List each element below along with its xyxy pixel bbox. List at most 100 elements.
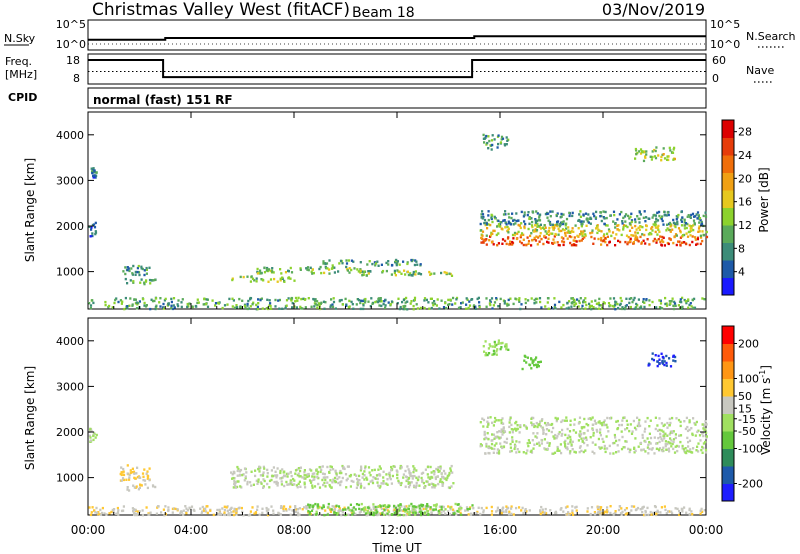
heatmap-cell — [647, 452, 650, 455]
heatmap-cell — [481, 217, 484, 220]
heatmap-cell — [367, 507, 370, 510]
heatmap-cell — [619, 240, 622, 244]
heatmap-cell — [658, 362, 661, 365]
heatmap-cell — [310, 305, 313, 308]
heatmap-cell — [635, 236, 639, 239]
heatmap-cell — [642, 239, 645, 242]
heatmap-cell — [95, 433, 98, 437]
heatmap-cell — [503, 300, 506, 303]
heatmap-cell — [431, 476, 434, 479]
heatmap-cell — [508, 421, 511, 424]
x-axis-title: Time UT — [371, 541, 422, 554]
heatmap-cell — [540, 438, 543, 442]
heatmap-cell — [447, 303, 450, 307]
heatmap-cell — [692, 228, 695, 232]
heatmap-cell — [465, 506, 469, 509]
heatmap-cell — [231, 278, 234, 282]
heatmap-cell — [672, 148, 675, 151]
heatmap-cell — [410, 274, 413, 277]
heatmap-cell — [574, 302, 578, 305]
heatmap-cell — [450, 274, 454, 277]
heatmap-cell — [661, 359, 664, 363]
heatmap-cell — [596, 507, 600, 511]
heatmap-cell — [438, 480, 442, 483]
heatmap-cell — [566, 505, 569, 508]
heatmap-cell — [675, 243, 678, 247]
heatmap-cell — [577, 305, 580, 308]
heatmap-cell — [501, 433, 504, 436]
heatmap-cell — [582, 437, 585, 440]
heatmap-cell — [574, 224, 577, 227]
heatmap-cell — [194, 304, 197, 308]
heatmap-cell — [531, 210, 535, 214]
heatmap-cell — [502, 506, 505, 509]
heatmap-cell — [249, 510, 252, 513]
heatmap-cell — [569, 450, 572, 453]
heatmap-cell — [367, 466, 371, 469]
heatmap-cell — [515, 219, 518, 223]
heatmap-cell — [136, 476, 139, 479]
heatmap-cell — [700, 223, 703, 226]
heatmap-cell — [602, 235, 605, 238]
heatmap-cell — [695, 420, 698, 424]
heatmap-cell — [658, 358, 661, 361]
heatmap-cell — [590, 300, 593, 303]
heatmap-cell — [592, 434, 595, 437]
colorbar-swatch — [722, 207, 734, 226]
heatmap-cell — [289, 266, 292, 270]
heatmap-cell — [486, 420, 489, 423]
heatmap-cell — [188, 302, 191, 305]
heatmap-cell — [510, 449, 513, 453]
heatmap-cell — [385, 261, 388, 265]
heatmap-cell — [545, 428, 549, 431]
heatmap-cell — [242, 514, 245, 517]
heatmap-cell — [232, 476, 235, 480]
heatmap-cell — [242, 275, 245, 279]
heatmap-cell — [694, 215, 697, 218]
heatmap-cell — [556, 449, 559, 452]
heatmap-cell — [515, 237, 518, 241]
heatmap-cell — [160, 511, 163, 514]
nave-tick-bottom: 0 — [712, 72, 719, 85]
heatmap-cell — [293, 479, 296, 482]
power-panel-frame — [87, 111, 707, 310]
heatmap-cell — [552, 238, 555, 241]
heatmap-cell — [396, 260, 399, 263]
heatmap-cell — [680, 300, 683, 304]
heatmap-cell — [570, 244, 573, 247]
heatmap-cell — [536, 222, 539, 226]
heatmap-cell — [523, 225, 526, 228]
heatmap-cell — [236, 465, 239, 469]
heatmap-cell — [486, 227, 489, 230]
heatmap-cell — [408, 470, 411, 473]
heatmap-cell — [422, 471, 425, 475]
colorbar-tick-label: 28 — [738, 126, 752, 139]
heatmap-cell — [589, 512, 592, 516]
heatmap-cell — [667, 447, 670, 450]
heatmap-cell — [512, 513, 515, 516]
heatmap-cell — [314, 513, 318, 516]
colorbar-swatch — [722, 326, 734, 344]
heatmap-cell — [556, 445, 559, 449]
heatmap-cell — [523, 211, 526, 214]
heatmap-cell — [569, 435, 572, 439]
heatmap-cell — [633, 505, 636, 508]
heatmap-cell — [526, 213, 529, 217]
heatmap-cell — [641, 433, 644, 437]
heatmap-cell — [270, 469, 273, 472]
heatmap-cell — [351, 513, 354, 516]
heatmap-cell — [668, 228, 671, 232]
heatmap-cell — [652, 511, 655, 515]
heatmap-cell — [507, 212, 510, 216]
heatmap-cell — [537, 224, 540, 228]
heatmap-cell — [145, 272, 148, 275]
heatmap-cell — [518, 506, 521, 509]
heatmap-cell — [276, 467, 279, 470]
heatmap-cell — [170, 304, 173, 307]
heatmap-cell — [629, 305, 632, 309]
heatmap-cell — [437, 470, 440, 473]
heatmap-cell — [311, 268, 314, 271]
heatmap-cell — [365, 274, 368, 277]
heatmap-cell — [253, 512, 256, 515]
